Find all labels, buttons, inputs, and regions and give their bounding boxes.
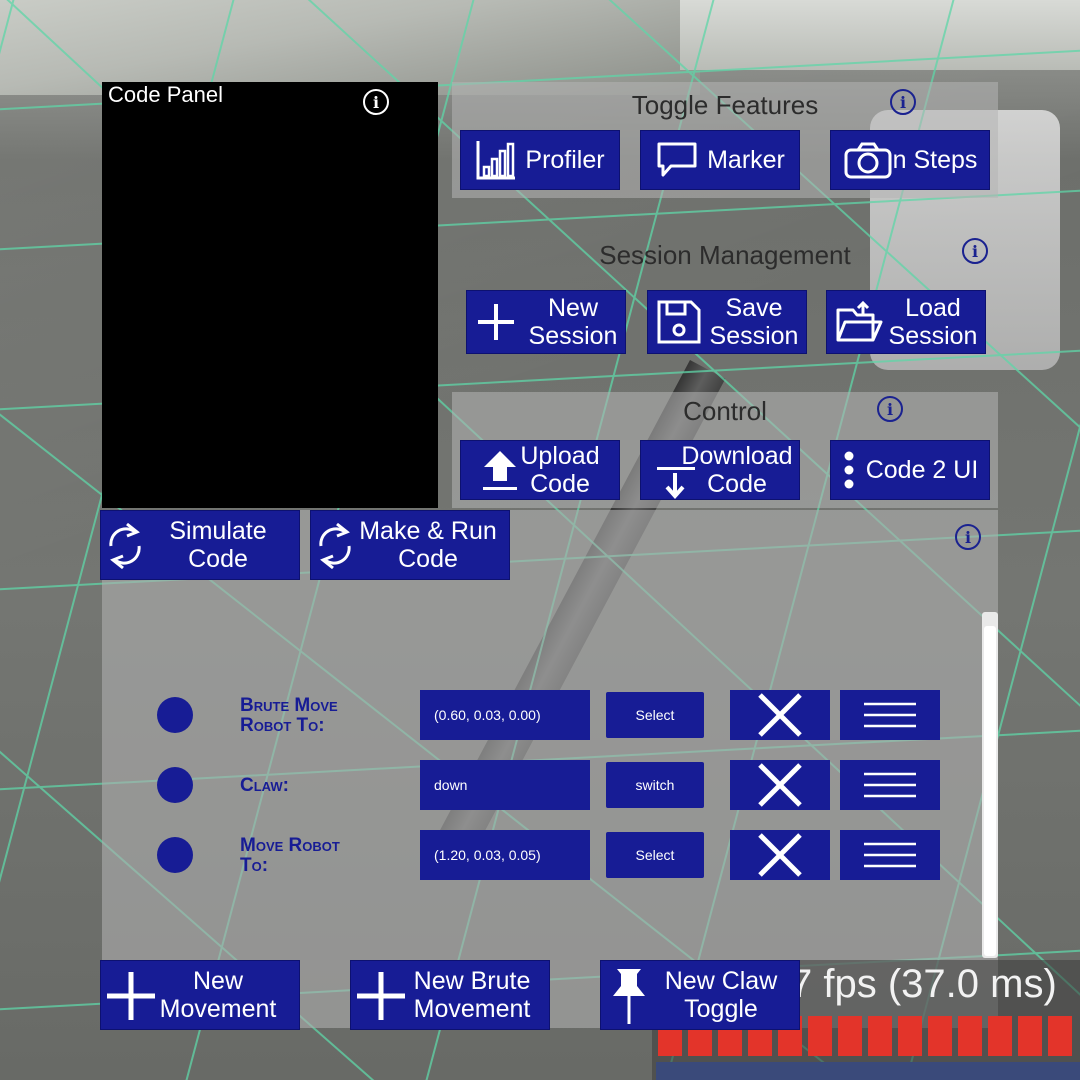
info-icon[interactable]: i — [955, 524, 981, 550]
simulate-code-button[interactable]: Simulate Code — [100, 510, 300, 580]
pin-icon — [613, 969, 645, 1024]
save-session-button[interactable]: Save Session — [647, 290, 807, 354]
info-icon[interactable]: i — [890, 89, 916, 115]
menu-button[interactable] — [840, 760, 940, 810]
select-button[interactable]: Select — [606, 692, 704, 738]
switch-button[interactable]: switch — [606, 762, 704, 808]
vertical-dots-icon — [844, 451, 854, 489]
download-code-button[interactable]: Download Code — [640, 440, 800, 500]
movement-drag-handle[interactable] — [157, 837, 193, 873]
background-window — [0, 0, 700, 95]
movement-drag-handle[interactable] — [157, 767, 193, 803]
frame-time-bar — [928, 1016, 952, 1056]
hamburger-menu-icon — [864, 842, 916, 868]
load-session-label: Load Session — [888, 294, 978, 350]
code-panel-title: Code Panel — [108, 82, 223, 107]
close-icon — [758, 763, 802, 807]
background-window — [680, 0, 1080, 70]
new-brute-movement-button[interactable]: New Brute Movement — [350, 960, 550, 1030]
movement-value-field[interactable]: down — [420, 760, 590, 810]
movement-value-field[interactable]: (1.20, 0.03, 0.05) — [420, 830, 590, 880]
download-icon — [657, 467, 695, 499]
code-2-ui-label: Code 2 UI — [865, 456, 979, 484]
menu-button[interactable] — [840, 690, 940, 740]
plus-icon — [107, 972, 155, 1020]
load-session-button[interactable]: Load Session — [826, 290, 986, 354]
download-code-label: Download Code — [681, 442, 793, 498]
control-title: Control — [683, 396, 767, 426]
speech-bubble-icon — [657, 142, 697, 177]
frame-time-bar — [958, 1016, 982, 1056]
close-icon — [758, 833, 802, 877]
simulate-code-label: Simulate Code — [169, 517, 267, 573]
bar-chart-icon — [476, 141, 516, 180]
movement-label: Claw: — [240, 775, 289, 796]
hamburger-menu-icon — [864, 702, 916, 728]
upload-code-button[interactable]: Upload Code — [460, 440, 620, 500]
select-button[interactable]: Select — [606, 832, 704, 878]
delete-button[interactable] — [730, 690, 830, 740]
frame-time-bar — [1048, 1016, 1072, 1056]
floppy-disk-icon — [657, 300, 701, 344]
session-management-title: Session Management — [599, 240, 851, 270]
new-session-button[interactable]: New Session — [466, 290, 626, 354]
new-movement-label: New Movement — [159, 967, 277, 1023]
fps-readout: 7 fps (37.0 ms) — [790, 962, 1057, 1006]
profiler-label: Profiler — [525, 146, 605, 174]
save-session-label: Save Session — [709, 294, 799, 350]
info-icon[interactable]: i — [962, 238, 988, 264]
frame-time-bar — [808, 1016, 832, 1056]
profiler-memory-strip — [656, 1062, 1080, 1080]
refresh-icon — [109, 522, 141, 570]
frame-time-bar — [1018, 1016, 1042, 1056]
marker-button[interactable]: Marker — [640, 130, 800, 190]
delete-button[interactable] — [730, 760, 830, 810]
new-session-label: New Session — [528, 294, 618, 350]
make-run-code-button[interactable]: Make & Run Code — [310, 510, 510, 580]
frame-time-bar — [838, 1016, 862, 1056]
new-claw-toggle-label: New Claw Toggle — [664, 967, 778, 1023]
code-2-ui-button[interactable]: Code 2 UI — [830, 440, 990, 500]
info-icon[interactable]: i — [363, 89, 389, 115]
movement-value-field[interactable]: (0.60, 0.03, 0.00) — [420, 690, 590, 740]
frame-time-bar — [898, 1016, 922, 1056]
refresh-icon — [319, 522, 351, 570]
movement-drag-handle[interactable] — [157, 697, 193, 733]
plus-icon — [477, 304, 514, 340]
upload-code-label: Upload Code — [520, 442, 600, 498]
close-icon — [758, 693, 802, 737]
delete-button[interactable] — [730, 830, 830, 880]
new-brute-movement-label: New Brute Movement — [413, 967, 531, 1023]
movement-label: Brute Move Robot To: — [240, 695, 338, 736]
toggle-features-title: Toggle Features — [631, 90, 819, 120]
new-claw-toggle-button[interactable]: New Claw Toggle — [600, 960, 800, 1030]
hamburger-menu-icon — [864, 772, 916, 798]
make-run-code-label: Make & Run Code — [359, 517, 497, 573]
new-movement-button[interactable]: New Movement — [100, 960, 300, 1030]
marker-label: Marker — [707, 146, 785, 174]
folder-open-icon — [836, 300, 883, 342]
scrollbar-thumb[interactable] — [984, 626, 996, 956]
frame-time-bar — [868, 1016, 892, 1056]
menu-button[interactable] — [840, 830, 940, 880]
plus-icon — [357, 972, 405, 1020]
profiler-button[interactable]: Profiler — [460, 130, 620, 190]
info-icon[interactable]: i — [877, 396, 903, 422]
camera-icon — [844, 142, 892, 179]
code-panel[interactable]: Code Panel — [102, 82, 438, 508]
frame-time-bar — [988, 1016, 1012, 1056]
movement-label: Move Robot To: — [240, 835, 340, 876]
steps-button[interactable]: n Steps — [830, 130, 990, 190]
upload-icon — [483, 451, 518, 490]
steps-label: n Steps — [892, 146, 978, 174]
